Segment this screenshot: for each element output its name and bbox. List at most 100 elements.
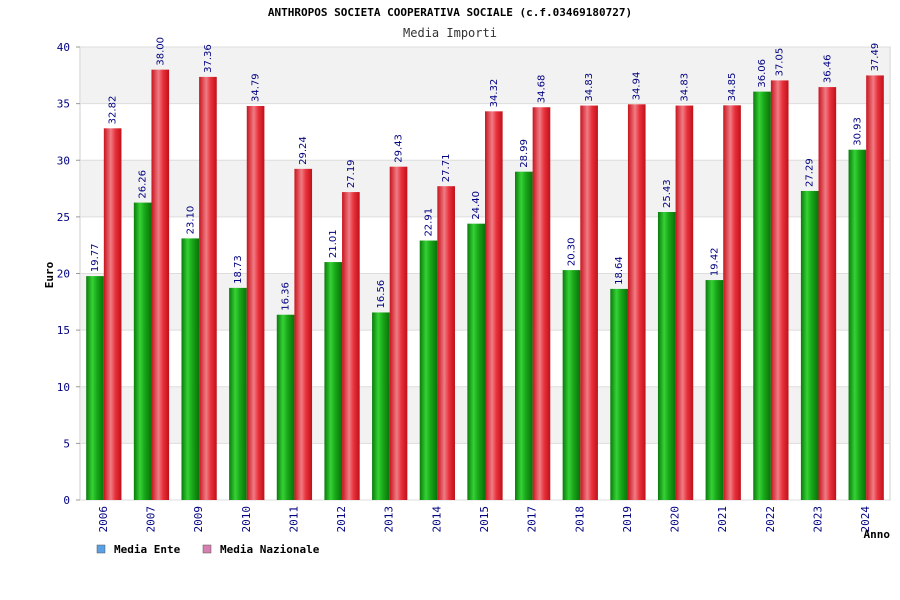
y-tick-label: 10 [57,381,70,394]
data-value-label: 28.99 [519,139,530,168]
legend-label: Media Nazionale [220,543,320,556]
y-tick-label: 0 [63,494,70,507]
bar-media-ente [610,288,628,500]
x-axis-ticks: 2006 2007 2009 2010 2011 2012 2013 2014 2015 2017… [97,506,872,533]
x-tick-label: 2013 [383,506,396,533]
x-tick-label: 2012 [335,506,348,533]
x-tick-label: 2020 [669,506,682,533]
legend-swatch [96,544,106,554]
bar-media-nazionale [437,186,455,500]
data-value-label: 34.79 [251,73,262,102]
data-value-label: 34.83 [584,73,595,102]
x-tick-label: 2018 [573,506,586,533]
x-tick-label: 2022 [764,506,777,533]
bar-media-ente [133,202,152,500]
y-tick-label: 40 [57,41,70,54]
x-tick-label: 2015 [478,506,491,533]
x-tick-label: 2006 [97,506,110,533]
x-tick-label: 2024 [859,506,872,533]
data-value-label: 37.36 [203,44,214,73]
data-value-label: 25.43 [662,179,673,208]
x-tick-label: 2011 [287,506,300,533]
bar-media-nazionale [485,111,503,501]
bar-media-ente [515,171,533,501]
data-value-label: 16.56 [376,280,387,309]
y-tick-label: 15 [57,324,70,337]
bar-media-ente [848,149,867,500]
data-value-label: 18.64 [614,256,625,285]
x-axis-label: Anno [864,528,891,541]
data-value-label: 36.06 [757,59,768,88]
value-labels: 19.77 32.82 26.26 38.00 23.10 37.36 18.73 34.79… [90,37,881,311]
x-tick-label: 2021 [716,506,729,533]
y-tick-label: 30 [57,154,70,167]
bar-media-ente [562,270,581,500]
data-value-label: 37.05 [775,48,786,77]
data-value-label: 20.30 [566,237,577,266]
data-value-label: 30.93 [852,117,863,146]
bar-media-ente [181,238,200,500]
x-tick-label: 2017 [526,506,539,533]
bar-media-nazionale [675,105,694,501]
y-axis-label: Euro [43,261,56,288]
legend-label: Media Ente [114,543,181,556]
bar-media-nazionale [770,80,789,500]
bar-media-ente [324,262,343,500]
bar-media-nazionale [580,105,598,501]
y-tick-label: 5 [63,437,70,450]
y-tick-label: 25 [57,211,70,224]
data-value-label: 27.19 [346,159,357,188]
data-value-label: 38.00 [155,37,166,66]
data-value-label: 34.83 [679,73,690,102]
data-value-label: 19.42 [709,247,720,276]
x-tick-label: 2010 [240,506,253,533]
bar-media-ente [372,312,390,500]
data-value-label: 34.68 [536,75,547,104]
bar-media-nazionale [151,69,170,501]
bar-media-ente [276,314,295,500]
x-tick-label: 2023 [812,506,825,533]
y-tick-label: 35 [57,98,70,111]
chart-title: ANTHROPOS SOCIETA COOPERATIVA SOCIALE (c… [268,6,632,19]
bar-media-ente [800,190,819,501]
data-value-label: 19.77 [90,243,101,272]
bar-media-nazionale [246,106,265,501]
bar-media-nazionale [199,76,217,500]
bar-media-nazionale [342,192,360,501]
chart-subtitle: Media Importi [403,26,497,40]
y-tick-label: 20 [57,268,70,281]
bar-media-ente [705,280,724,500]
data-value-label: 27.71 [441,154,452,183]
data-value-label: 36.46 [822,54,833,83]
data-value-label: 29.43 [394,134,405,163]
data-value-label: 27.29 [805,158,816,187]
bar-media-nazionale [866,75,884,500]
bar-media-nazionale [294,168,313,500]
y-axis-ticks: 0 5 10 15 20 25 30 35 40 [57,41,80,507]
data-value-label: 32.82 [108,96,119,125]
x-tick-label: 2007 [144,506,157,533]
x-tick-label: 2014 [430,506,443,533]
bar-media-nazionale [532,107,551,501]
bar-series [86,69,884,501]
bar-media-nazionale [389,166,408,500]
legend-swatch [202,544,212,554]
x-tick-label: 2019 [621,506,634,533]
data-value-label: 22.91 [424,208,435,237]
data-value-label: 18.73 [233,255,244,284]
legend: Media Ente Media Nazionale [96,543,320,556]
bar-media-nazionale [627,104,646,500]
data-value-label: 26.26 [138,170,149,199]
data-value-label: 34.32 [489,79,500,108]
data-value-label: 23.10 [185,206,196,235]
bar-media-ente [229,287,247,500]
bar-media-ente [753,91,771,501]
data-value-label: 34.94 [632,72,643,101]
bar-media-ente [419,240,438,500]
bar-media-nazionale [723,105,741,500]
data-value-label: 21.01 [328,229,339,258]
bar-media-nazionale [103,128,122,500]
bar-media-ente [467,223,485,501]
data-value-label: 24.40 [471,191,482,220]
